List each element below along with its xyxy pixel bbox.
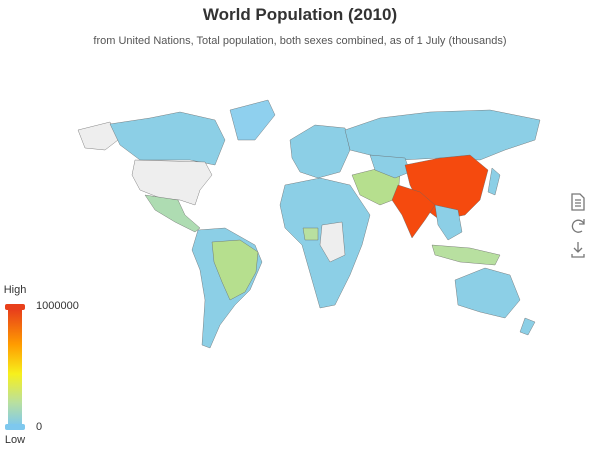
subtitle: from United Nations, Total population, b… [93,35,506,47]
country[interactable] [454,267,521,319]
country[interactable] [131,159,213,206]
country[interactable] [519,317,536,336]
country[interactable] [434,204,463,241]
world-map [77,99,541,349]
country[interactable] [211,239,259,301]
save-image-button[interactable] [571,242,585,258]
country[interactable] [229,99,276,141]
legend-high-text: High [4,284,27,296]
country[interactable] [289,124,351,179]
country[interactable] [344,109,541,161]
data-view-button[interactable] [571,193,585,211]
country[interactable] [431,244,501,266]
restore-button[interactable] [571,219,585,233]
range-handle[interactable] [5,424,25,430]
country[interactable] [369,154,411,179]
country[interactable] [487,167,501,196]
country[interactable] [77,121,119,151]
legend-max-label: 1000000 [36,300,79,312]
country[interactable] [391,184,436,239]
country[interactable] [144,194,201,233]
country[interactable] [109,111,226,166]
title: World Population (2010) [203,5,397,24]
range-handle[interactable] [5,304,25,310]
toolbox [571,193,585,258]
legend-low-text: Low [5,434,25,446]
legend-min-label: 0 [36,421,42,433]
visual-map: High 1000000 0 Low [4,284,79,446]
country[interactable] [319,221,346,263]
country[interactable] [302,227,319,241]
color-bar[interactable] [8,310,22,426]
